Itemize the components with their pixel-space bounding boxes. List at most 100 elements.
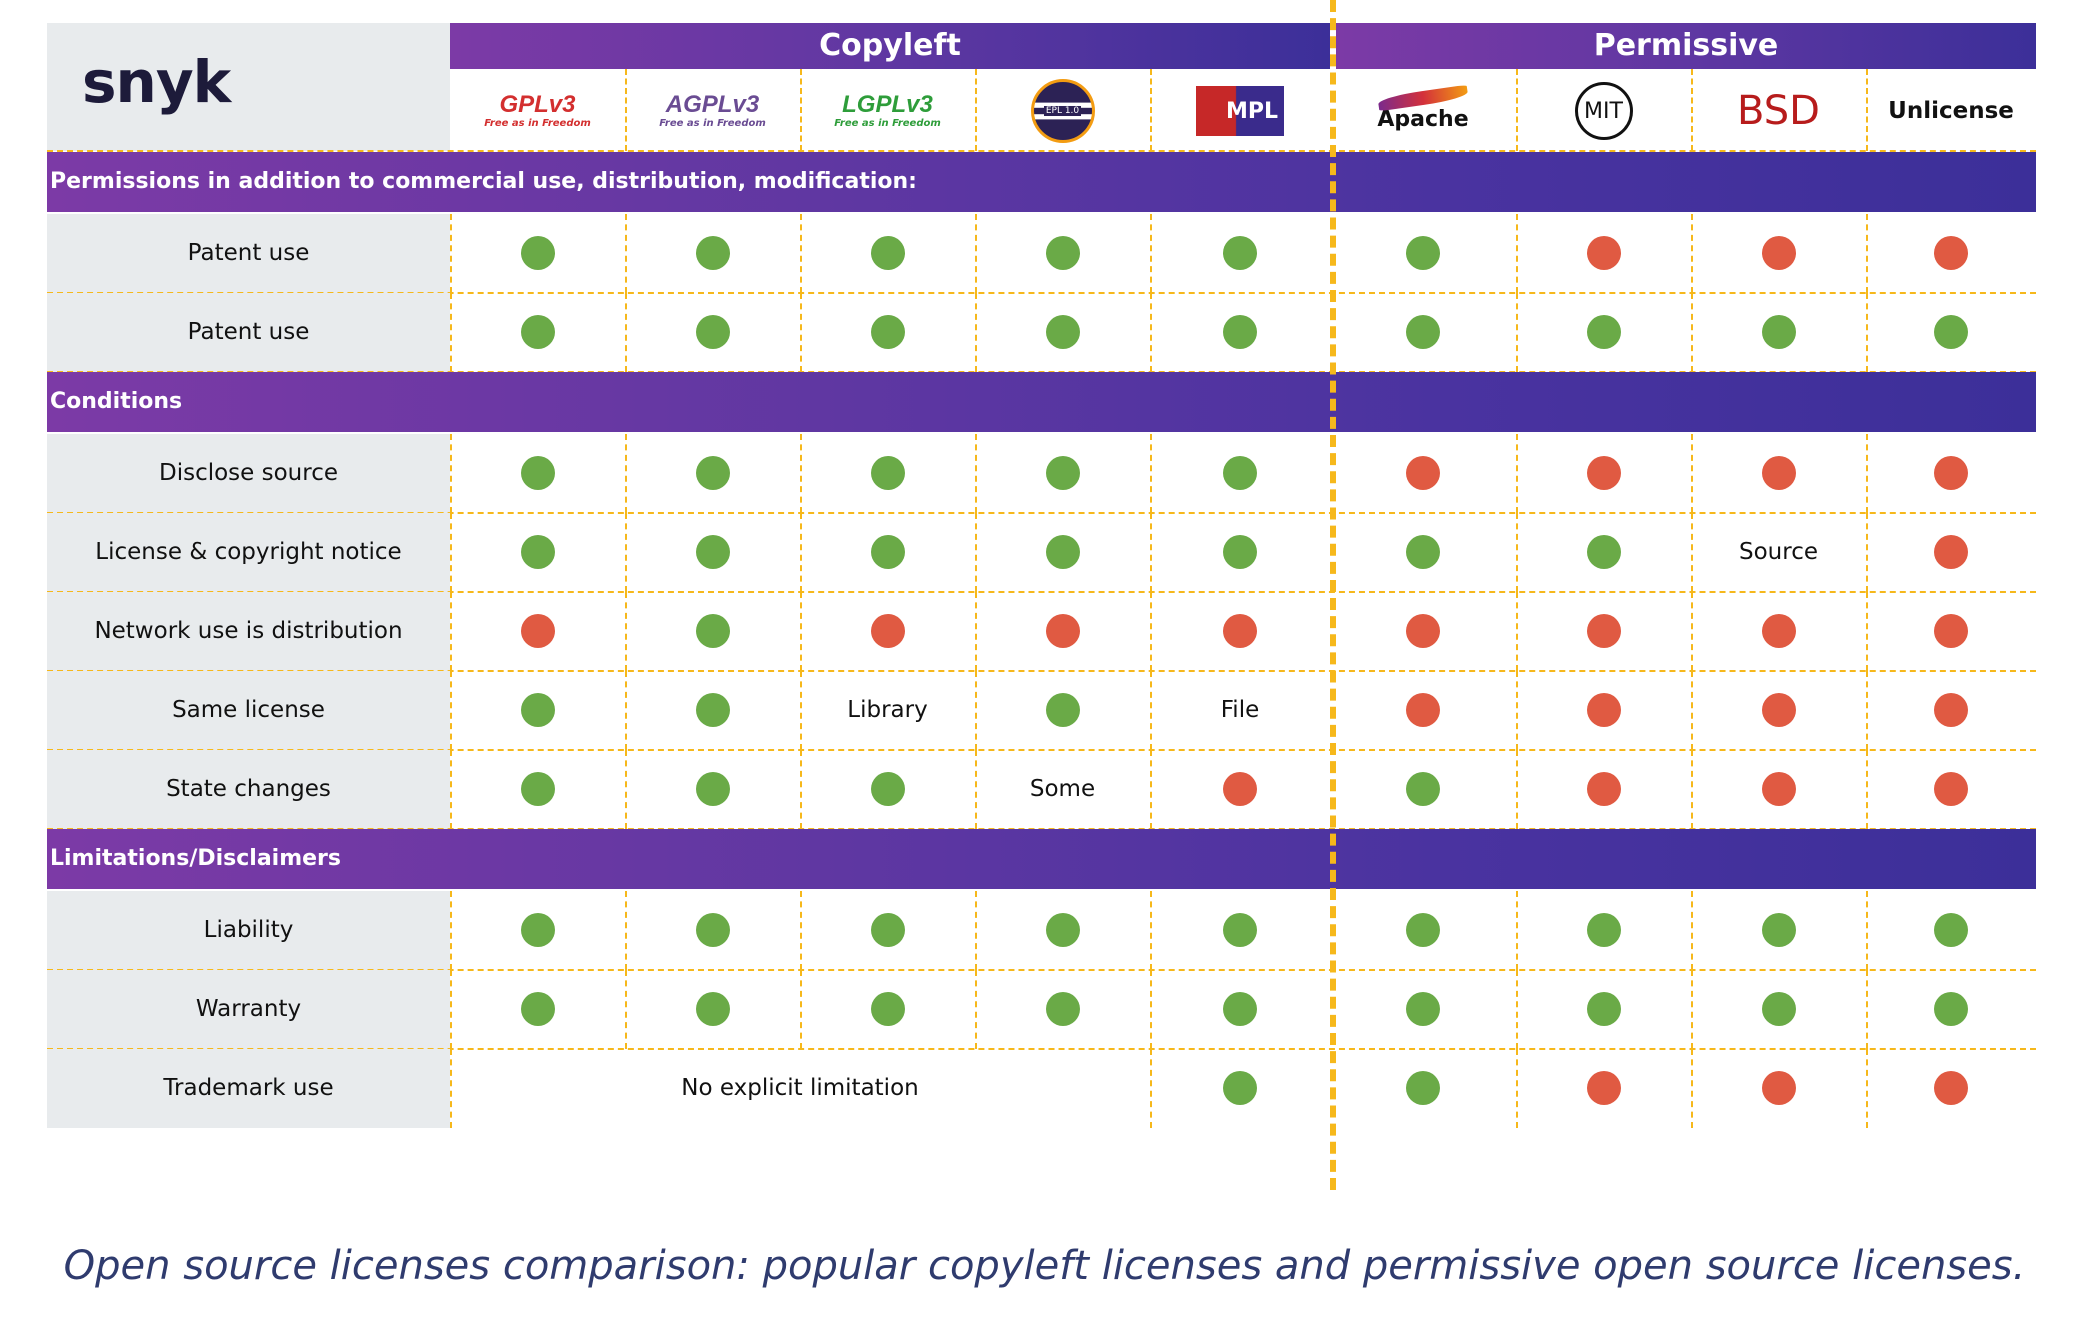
- column-divider: [625, 891, 627, 970]
- mozilla-icon: MPL: [1196, 86, 1284, 136]
- red-cross-dot: [1586, 772, 1621, 806]
- column-divider: [625, 592, 627, 671]
- column-divider: [1691, 69, 1693, 151]
- red-cross-dot: [1586, 1071, 1621, 1105]
- section-header-band: [47, 152, 2036, 212]
- red-cross-dot: [870, 614, 905, 648]
- apache-logo-name: Apache: [1377, 106, 1469, 132]
- red-cross-dot: [1761, 693, 1796, 727]
- green-check-dot: [520, 693, 555, 727]
- column-divider: [1150, 214, 1152, 293]
- green-check-dot: [520, 236, 555, 270]
- permissive-title: Permissive: [1593, 28, 1779, 63]
- column-divider: [1691, 513, 1693, 592]
- column-divider: [975, 592, 977, 671]
- green-check-dot: [1223, 992, 1257, 1026]
- column-divider: [800, 293, 802, 372]
- green-check-dot: [1223, 1071, 1257, 1105]
- column-divider: [1150, 891, 1152, 970]
- column-divider: [1150, 69, 1152, 151]
- column-divider: [800, 69, 802, 151]
- row-divider: [47, 150, 2036, 152]
- column-divider: [1866, 293, 1868, 372]
- row-divider: [47, 591, 2036, 593]
- column-divider: [450, 1049, 452, 1128]
- license-logo-tagline: Free as in Freedom: [834, 118, 941, 129]
- cell-text-value: File: [1220, 697, 1260, 723]
- bsd-logo: BSD: [1737, 88, 1820, 134]
- column-divider: [1516, 293, 1518, 372]
- green-check-dot: [695, 236, 730, 270]
- column-divider: [450, 293, 452, 372]
- column-divider: [1150, 750, 1152, 829]
- license-logo-text: MIT: [1574, 82, 1633, 140]
- column-divider: [1866, 434, 1868, 513]
- column-divider: [1150, 1049, 1152, 1128]
- column-divider: [1516, 750, 1518, 829]
- row-label-bg: [47, 750, 450, 829]
- mpl-logo-label: MPL: [1225, 98, 1278, 124]
- red-cross-dot: [1406, 456, 1440, 490]
- column-divider: [1516, 970, 1518, 1049]
- green-check-dot: [1406, 772, 1440, 806]
- green-check-dot: [695, 315, 730, 349]
- green-check-dot: [1934, 992, 1968, 1026]
- red-cross-dot: [1761, 236, 1796, 270]
- column-divider: [800, 214, 802, 293]
- green-check-dot: [1406, 1071, 1440, 1105]
- column-divider: [1150, 293, 1152, 372]
- green-check-dot: [695, 456, 730, 490]
- row-divider: [47, 749, 2036, 751]
- column-divider: [1150, 434, 1152, 513]
- row-label-bg: [47, 434, 450, 513]
- red-cross-dot: [1934, 614, 1968, 648]
- green-check-dot: [695, 535, 730, 569]
- copyleft-header-band: [450, 23, 1330, 69]
- cell-text-value: Some: [1029, 776, 1096, 802]
- row-label-bg: [47, 671, 450, 750]
- column-divider: [625, 434, 627, 513]
- row-divider: [47, 1048, 2036, 1050]
- cell-text-value: Source: [1739, 539, 1818, 565]
- column-divider: [975, 513, 977, 592]
- column-divider: [1691, 1049, 1693, 1128]
- column-divider: [1866, 1049, 1868, 1128]
- column-divider: [1866, 513, 1868, 592]
- green-check-dot: [1045, 236, 1080, 270]
- green-check-dot: [1045, 456, 1080, 490]
- license-logo-epl-1-0: EPL 1.0: [975, 72, 1150, 150]
- license-logo-text: BSD: [1737, 88, 1820, 134]
- column-divider: [450, 592, 452, 671]
- column-divider: [1150, 671, 1152, 750]
- license-logo-bsd: BSD: [1691, 72, 1866, 150]
- column-divider: [975, 434, 977, 513]
- row-label-bg: [47, 513, 450, 592]
- column-divider: [1691, 293, 1693, 372]
- green-check-dot: [1223, 913, 1257, 947]
- red-cross-dot: [1934, 456, 1968, 490]
- green-check-dot: [1045, 693, 1080, 727]
- column-divider: [1691, 750, 1693, 829]
- license-logo-name: AGPLv3: [665, 91, 760, 118]
- row-label: Patent use: [187, 240, 310, 266]
- green-check-dot: [1934, 913, 1968, 947]
- row-divider: [47, 969, 2036, 971]
- red-cross-dot: [1223, 614, 1257, 648]
- green-check-dot: [870, 992, 905, 1026]
- column-divider: [625, 671, 627, 750]
- column-divider: [975, 750, 977, 829]
- column-divider: [975, 293, 977, 372]
- row-label: Warranty: [195, 996, 302, 1022]
- license-logo-name: GPLv3: [499, 91, 576, 118]
- permissive-header-band: [1336, 23, 2036, 69]
- green-check-dot: [1761, 913, 1796, 947]
- snyk-logo: snyk: [82, 48, 231, 116]
- column-divider: [1516, 891, 1518, 970]
- column-divider: [450, 214, 452, 293]
- green-check-dot: [520, 535, 555, 569]
- red-cross-dot: [1406, 614, 1440, 648]
- column-divider: [1516, 214, 1518, 293]
- green-check-dot: [1223, 535, 1257, 569]
- column-divider: [625, 214, 627, 293]
- license-logo-text: Apache: [1377, 84, 1469, 132]
